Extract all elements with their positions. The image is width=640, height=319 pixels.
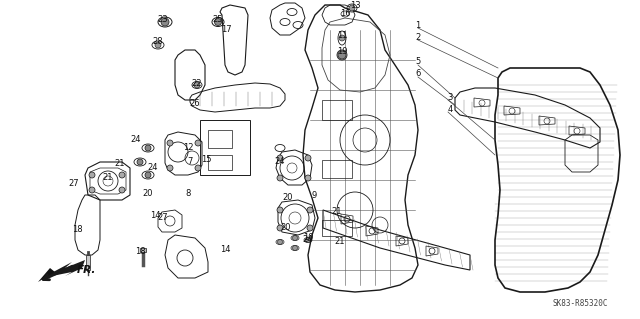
Text: 8: 8 (186, 189, 191, 197)
Circle shape (195, 165, 201, 171)
Circle shape (278, 240, 282, 244)
Text: 26: 26 (189, 99, 200, 108)
Circle shape (307, 207, 313, 213)
Text: 24: 24 (131, 136, 141, 145)
Polygon shape (42, 260, 85, 278)
Circle shape (292, 235, 298, 241)
Text: 14: 14 (220, 246, 230, 255)
Circle shape (305, 175, 311, 181)
Circle shape (194, 82, 200, 88)
Polygon shape (86, 255, 90, 270)
Circle shape (89, 187, 95, 193)
Text: 19: 19 (337, 48, 348, 56)
Text: 23: 23 (157, 14, 168, 24)
Circle shape (89, 172, 95, 178)
Circle shape (292, 246, 298, 250)
Text: 14: 14 (150, 211, 160, 219)
Polygon shape (38, 268, 55, 282)
Text: 11: 11 (337, 32, 348, 41)
Circle shape (277, 155, 283, 161)
Circle shape (277, 225, 283, 231)
Text: 4: 4 (447, 106, 452, 115)
Circle shape (145, 172, 151, 178)
Text: 10: 10 (303, 234, 313, 242)
Text: 18: 18 (72, 226, 83, 234)
Circle shape (119, 187, 125, 193)
Circle shape (277, 207, 283, 213)
Text: 7: 7 (188, 158, 193, 167)
Text: 28: 28 (153, 38, 163, 47)
Text: 27: 27 (68, 179, 79, 188)
Circle shape (195, 140, 201, 146)
Circle shape (119, 172, 125, 178)
Circle shape (155, 42, 161, 48)
Circle shape (161, 18, 169, 26)
Text: 27: 27 (157, 213, 168, 222)
Text: 9: 9 (312, 191, 317, 201)
Circle shape (277, 175, 283, 181)
Circle shape (305, 155, 311, 161)
Text: 12: 12 (183, 144, 193, 152)
Text: 21: 21 (103, 173, 113, 182)
Text: 3: 3 (447, 93, 452, 102)
Circle shape (339, 35, 345, 41)
Text: 18: 18 (134, 247, 145, 256)
Text: 1: 1 (415, 21, 420, 31)
Circle shape (305, 238, 310, 242)
Text: 22: 22 (192, 78, 202, 87)
Ellipse shape (337, 50, 347, 60)
Text: 15: 15 (201, 155, 211, 165)
Text: 16: 16 (340, 9, 350, 18)
Circle shape (307, 225, 313, 231)
Circle shape (167, 140, 173, 146)
Text: 20: 20 (281, 224, 291, 233)
Text: 21: 21 (332, 207, 342, 217)
Circle shape (167, 165, 173, 171)
Text: 25: 25 (212, 16, 223, 25)
Circle shape (145, 145, 151, 151)
Circle shape (349, 5, 355, 11)
Circle shape (214, 19, 221, 26)
Text: 6: 6 (415, 69, 420, 78)
Text: 20: 20 (143, 189, 153, 198)
Text: 2: 2 (415, 33, 420, 41)
Text: FR.: FR. (77, 265, 97, 275)
Text: 5: 5 (415, 57, 420, 66)
Text: 21: 21 (115, 159, 125, 167)
Circle shape (338, 51, 346, 59)
Text: 24: 24 (148, 164, 158, 173)
Text: 24: 24 (275, 158, 285, 167)
Circle shape (137, 159, 143, 165)
Text: 20: 20 (283, 194, 293, 203)
Text: 17: 17 (221, 26, 231, 34)
Polygon shape (140, 248, 146, 252)
Text: 13: 13 (349, 2, 360, 11)
Text: 24: 24 (303, 235, 313, 244)
Text: SK83-R85320C: SK83-R85320C (552, 299, 608, 308)
Text: 21: 21 (335, 238, 345, 247)
